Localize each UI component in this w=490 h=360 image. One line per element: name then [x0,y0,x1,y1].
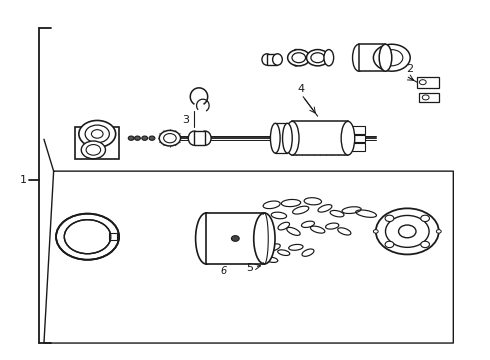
Circle shape [92,130,103,138]
Circle shape [311,53,324,63]
Ellipse shape [283,123,292,153]
Circle shape [421,215,429,221]
Circle shape [386,215,429,247]
Ellipse shape [286,121,299,155]
Circle shape [385,241,394,248]
Circle shape [422,95,429,100]
Text: 3: 3 [182,115,190,125]
Bar [267,54,277,65]
Text: 1: 1 [20,175,27,185]
Circle shape [231,236,239,241]
Circle shape [81,141,105,159]
Circle shape [373,230,378,233]
Bar [275,123,288,153]
Circle shape [373,44,410,71]
Circle shape [292,53,306,63]
Bar [359,44,386,71]
Circle shape [159,130,181,146]
Circle shape [149,136,155,140]
Bar [350,135,365,143]
Bar [350,126,365,134]
Bar [109,233,117,240]
Circle shape [385,215,394,221]
Circle shape [307,50,329,66]
Circle shape [381,50,403,66]
Ellipse shape [199,131,211,145]
Circle shape [437,230,441,233]
Circle shape [419,80,426,85]
Circle shape [164,134,176,143]
Bar [206,213,265,264]
Text: 5: 5 [246,262,253,273]
Text: 4: 4 [297,84,304,94]
Bar [292,121,348,155]
Circle shape [288,50,310,66]
Text: 2: 2 [406,64,413,74]
Ellipse shape [352,44,365,71]
Circle shape [142,136,147,140]
Ellipse shape [272,54,282,65]
Bar [419,93,439,102]
Bar [194,131,205,145]
Ellipse shape [270,123,280,153]
Ellipse shape [324,50,334,66]
Circle shape [376,208,439,255]
Ellipse shape [254,213,275,264]
Text: 6: 6 [220,266,226,276]
Ellipse shape [379,44,392,71]
Ellipse shape [341,121,355,155]
Ellipse shape [262,54,271,65]
Ellipse shape [188,131,200,145]
Bar [350,144,365,151]
Bar [417,77,439,88]
Circle shape [56,214,119,260]
Bar [75,127,119,159]
Circle shape [85,125,109,143]
Circle shape [79,121,116,147]
Circle shape [421,241,429,248]
Circle shape [128,136,134,140]
Circle shape [398,225,416,238]
Ellipse shape [292,50,300,66]
Ellipse shape [196,213,217,264]
Circle shape [64,220,111,254]
Circle shape [135,136,140,140]
Circle shape [86,145,100,155]
